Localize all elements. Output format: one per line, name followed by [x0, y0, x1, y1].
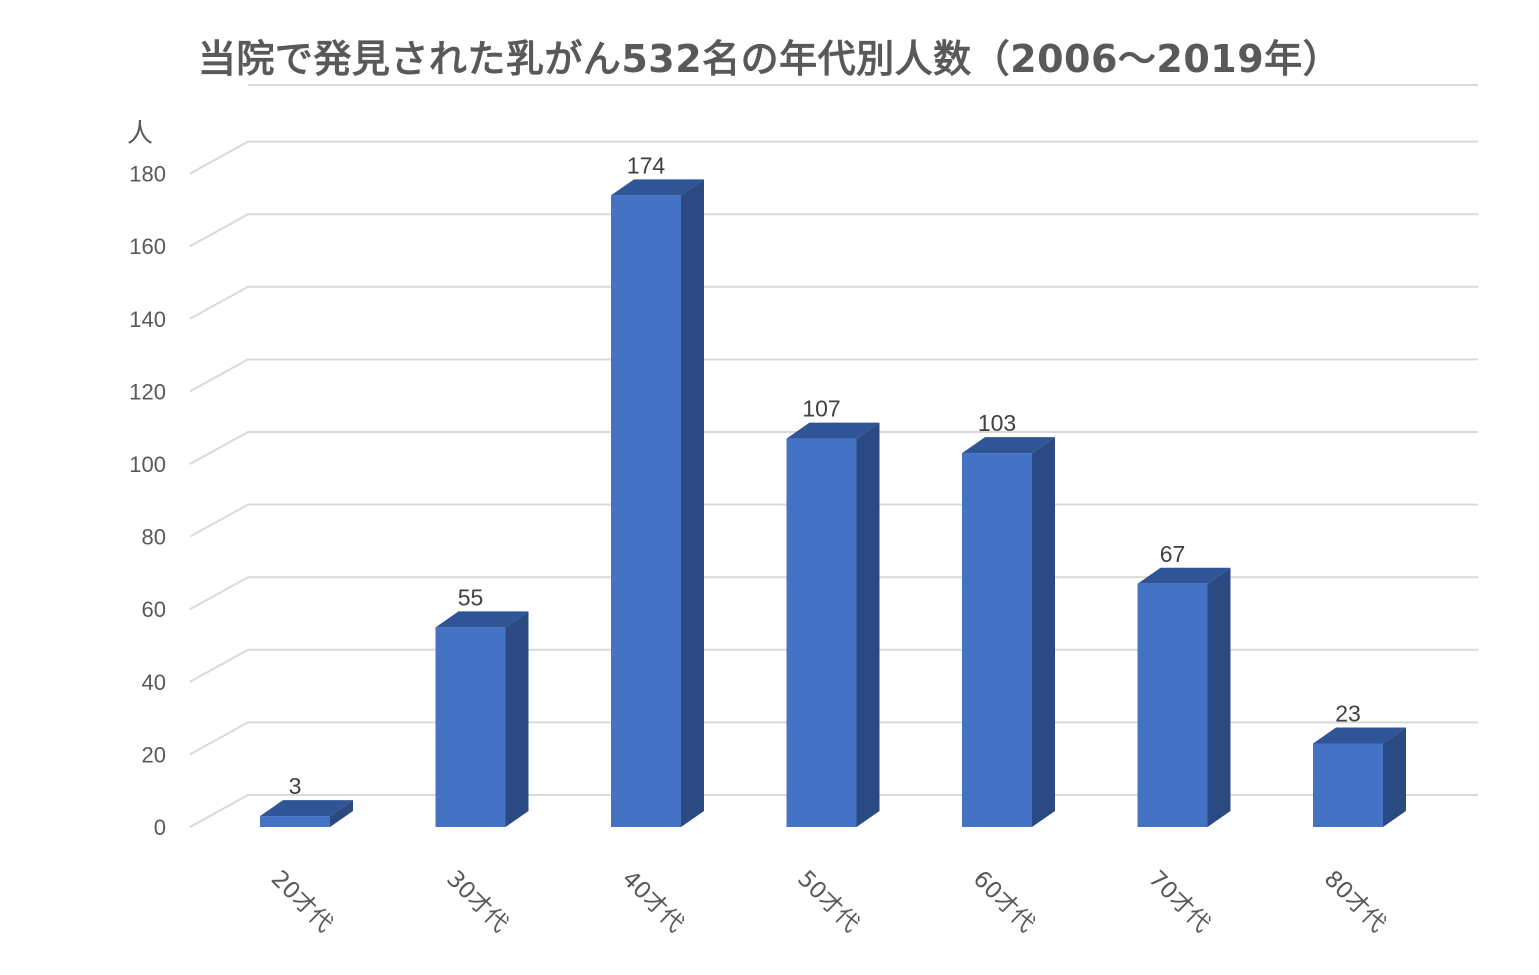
y-tick-label: 140	[129, 307, 166, 332]
bar	[1138, 568, 1231, 827]
bar-front-face	[436, 627, 506, 827]
y-tick-label: 180	[129, 162, 166, 187]
gridline	[190, 287, 1478, 319]
bar-side-face	[506, 611, 529, 827]
gridline	[190, 214, 1478, 246]
bar	[260, 800, 353, 827]
data-label: 23	[1335, 701, 1361, 727]
bar	[611, 179, 704, 827]
data-label: 174	[627, 152, 666, 178]
x-category-label: 20才代	[266, 866, 338, 938]
bar	[787, 423, 880, 827]
bar-side-face	[1208, 568, 1231, 827]
x-category-label: 50才代	[792, 866, 864, 938]
y-tick-label: 80	[142, 525, 166, 550]
y-tick-label: 60	[142, 597, 166, 622]
bar-side-face	[1032, 437, 1055, 827]
x-category-label: 70才代	[1143, 866, 1215, 938]
bar-front-face	[787, 439, 857, 827]
data-label: 3	[289, 773, 302, 799]
data-label: 55	[458, 584, 484, 610]
x-category-label: 60才代	[968, 866, 1040, 938]
bar-side-face	[681, 179, 704, 827]
bar	[1313, 728, 1406, 827]
gridline	[190, 142, 1478, 174]
bar-front-face	[260, 816, 330, 827]
x-category-label: 80才代	[1319, 866, 1391, 938]
bar-front-face	[962, 453, 1032, 827]
data-label: 67	[1160, 541, 1186, 567]
bar-side-face	[1383, 728, 1406, 827]
gridline	[190, 359, 1478, 391]
bar-front-face	[1138, 584, 1208, 827]
bar	[436, 611, 529, 827]
bar-front-face	[1313, 744, 1383, 827]
y-axis-unit-label: 人	[127, 119, 153, 149]
data-label: 103	[978, 410, 1016, 436]
bar-series	[260, 179, 1406, 827]
x-category-label: 40才代	[617, 866, 689, 938]
data-label: 107	[802, 396, 840, 422]
bar-side-face	[857, 423, 880, 827]
y-tick-label: 120	[129, 379, 166, 404]
x-axis-categories: 20才代 30才代 40才代 50才代 60才代 70才代 80才代	[266, 866, 1391, 938]
bar-front-face	[611, 195, 681, 827]
bar	[962, 437, 1055, 827]
y-tick-label: 100	[129, 452, 166, 477]
y-axis: 0 20 40 60 80 100 120 140 160 180	[129, 162, 166, 840]
x-category-label: 30才代	[441, 866, 513, 938]
y-tick-label: 160	[129, 234, 166, 259]
y-tick-label: 0	[154, 815, 166, 840]
y-tick-label: 40	[142, 670, 166, 695]
y-tick-label: 20	[142, 742, 166, 767]
